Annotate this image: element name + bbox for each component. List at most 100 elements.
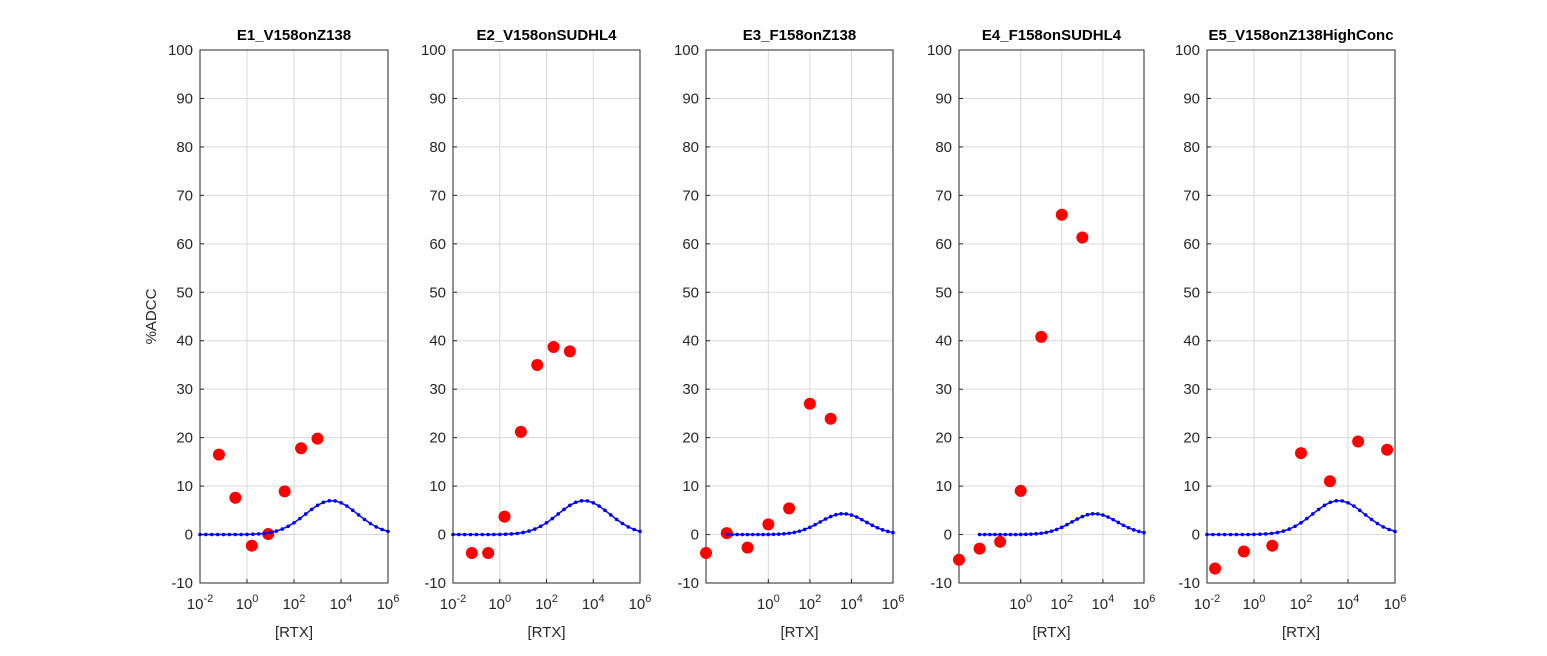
fit-point — [262, 531, 267, 536]
x-tick-label: 100 — [757, 593, 780, 613]
x-tick-label: 10-2 — [1194, 593, 1220, 613]
y-tick-label: 70 — [176, 187, 193, 204]
data-point — [482, 546, 495, 559]
fit-point — [503, 532, 508, 537]
fit-point — [1090, 512, 1095, 516]
fit-point — [1281, 529, 1286, 533]
data-point — [229, 491, 242, 504]
y-tick-label: 10 — [682, 478, 699, 495]
x-axis-label: [RTX] — [275, 624, 313, 641]
fit-point — [286, 524, 290, 529]
fit-point — [1363, 513, 1368, 517]
fit-point — [538, 524, 543, 529]
data-point — [1266, 539, 1279, 552]
y-tick-label: 60 — [429, 236, 446, 253]
fit-point — [345, 504, 349, 508]
y-axis-label: %ADCC — [143, 288, 160, 344]
y-tick-label: 50 — [935, 284, 952, 301]
fit-point — [870, 523, 875, 528]
data-point — [953, 553, 965, 566]
fit-point — [1299, 520, 1303, 525]
data-point — [1035, 330, 1048, 343]
fit-point — [1316, 507, 1321, 512]
fit-point — [457, 532, 461, 537]
fit-point — [756, 532, 760, 537]
fit-point — [1085, 512, 1090, 517]
data-point — [1352, 435, 1365, 448]
fit-point — [1142, 530, 1146, 535]
fit-point — [1059, 525, 1064, 530]
fit-point — [274, 529, 279, 533]
x-tick-label: 10-2 — [187, 593, 213, 613]
fit-point — [839, 512, 843, 516]
fit-point — [509, 532, 514, 536]
y-tick-label: 40 — [176, 333, 193, 350]
fit-point — [579, 498, 584, 503]
data-point — [1055, 208, 1068, 221]
fit-point — [745, 532, 750, 537]
x-tick-label: 106 — [882, 593, 905, 613]
fit-point — [1075, 517, 1079, 521]
fit-point — [808, 525, 812, 530]
fit-point — [614, 517, 619, 522]
fit-point — [730, 532, 734, 537]
data-point — [700, 546, 712, 559]
y-tick-label: 80 — [429, 139, 446, 156]
y-tick-label: 40 — [682, 333, 699, 350]
fit-point — [740, 532, 745, 537]
x-tick-label: 106 — [1384, 593, 1407, 613]
fit-point — [1137, 529, 1141, 534]
x-tick-label: 102 — [535, 593, 558, 613]
fit-point — [782, 532, 786, 536]
fit-point — [568, 503, 572, 508]
y-tick-label: 10 — [1183, 478, 1200, 495]
x-tick-label: 102 — [283, 593, 306, 613]
fit-point — [849, 513, 854, 517]
fit-point — [1018, 532, 1023, 537]
y-tick-label: 70 — [935, 187, 952, 204]
data-point — [973, 542, 986, 555]
fit-point — [315, 503, 320, 508]
y-tick-label: 0 — [438, 527, 446, 544]
fit-point — [828, 514, 833, 519]
data-point — [1295, 447, 1307, 460]
subplot: -10 0 10 20 30 40 50 60 70 80 90 100 10-2 100 102 104 10… — [143, 27, 399, 641]
y-tick-label: -10 — [424, 575, 446, 592]
fit-point — [1222, 532, 1227, 537]
data-point — [1381, 443, 1394, 456]
fit-point — [1352, 504, 1356, 508]
fit-point — [597, 504, 601, 508]
fit-point — [638, 529, 642, 534]
fit-point — [1269, 531, 1274, 536]
fit-point — [1275, 530, 1280, 535]
y-tick-label: 90 — [176, 90, 193, 107]
x-tick-label: 104 — [1091, 593, 1114, 613]
fit-point — [626, 525, 631, 529]
y-tick-label: 40 — [935, 333, 952, 350]
y-tick-label: 30 — [682, 381, 699, 398]
subplot-title: E1_V158onZ138 — [237, 27, 351, 44]
data-point — [212, 448, 225, 461]
y-tick-label: 0 — [1192, 527, 1200, 544]
fit-point — [1039, 531, 1044, 536]
x-tick-label: 100 — [1243, 593, 1266, 613]
fit-point — [802, 527, 807, 532]
fit-point — [1369, 517, 1374, 522]
fit-point — [1024, 532, 1028, 537]
fit-point — [1346, 501, 1350, 505]
data-point — [295, 442, 308, 455]
y-tick-label: 30 — [935, 381, 952, 398]
fit-point — [875, 525, 880, 530]
fit-point — [550, 516, 555, 521]
fit-point — [1322, 503, 1327, 508]
subplot-title: E4_F158onSUDHL4 — [982, 27, 1122, 44]
y-tick-label: 0 — [944, 527, 952, 544]
fit-point — [1334, 498, 1339, 503]
y-tick-label: 50 — [176, 284, 193, 301]
y-tick-label: 100 — [927, 42, 952, 59]
fit-point — [620, 521, 625, 526]
x-axis-label: [RTX] — [527, 624, 565, 641]
subplot: -10 0 10 20 30 40 50 60 70 80 90 100 100 102 104 106 E3_… — [674, 27, 904, 641]
fit-point — [239, 532, 243, 537]
